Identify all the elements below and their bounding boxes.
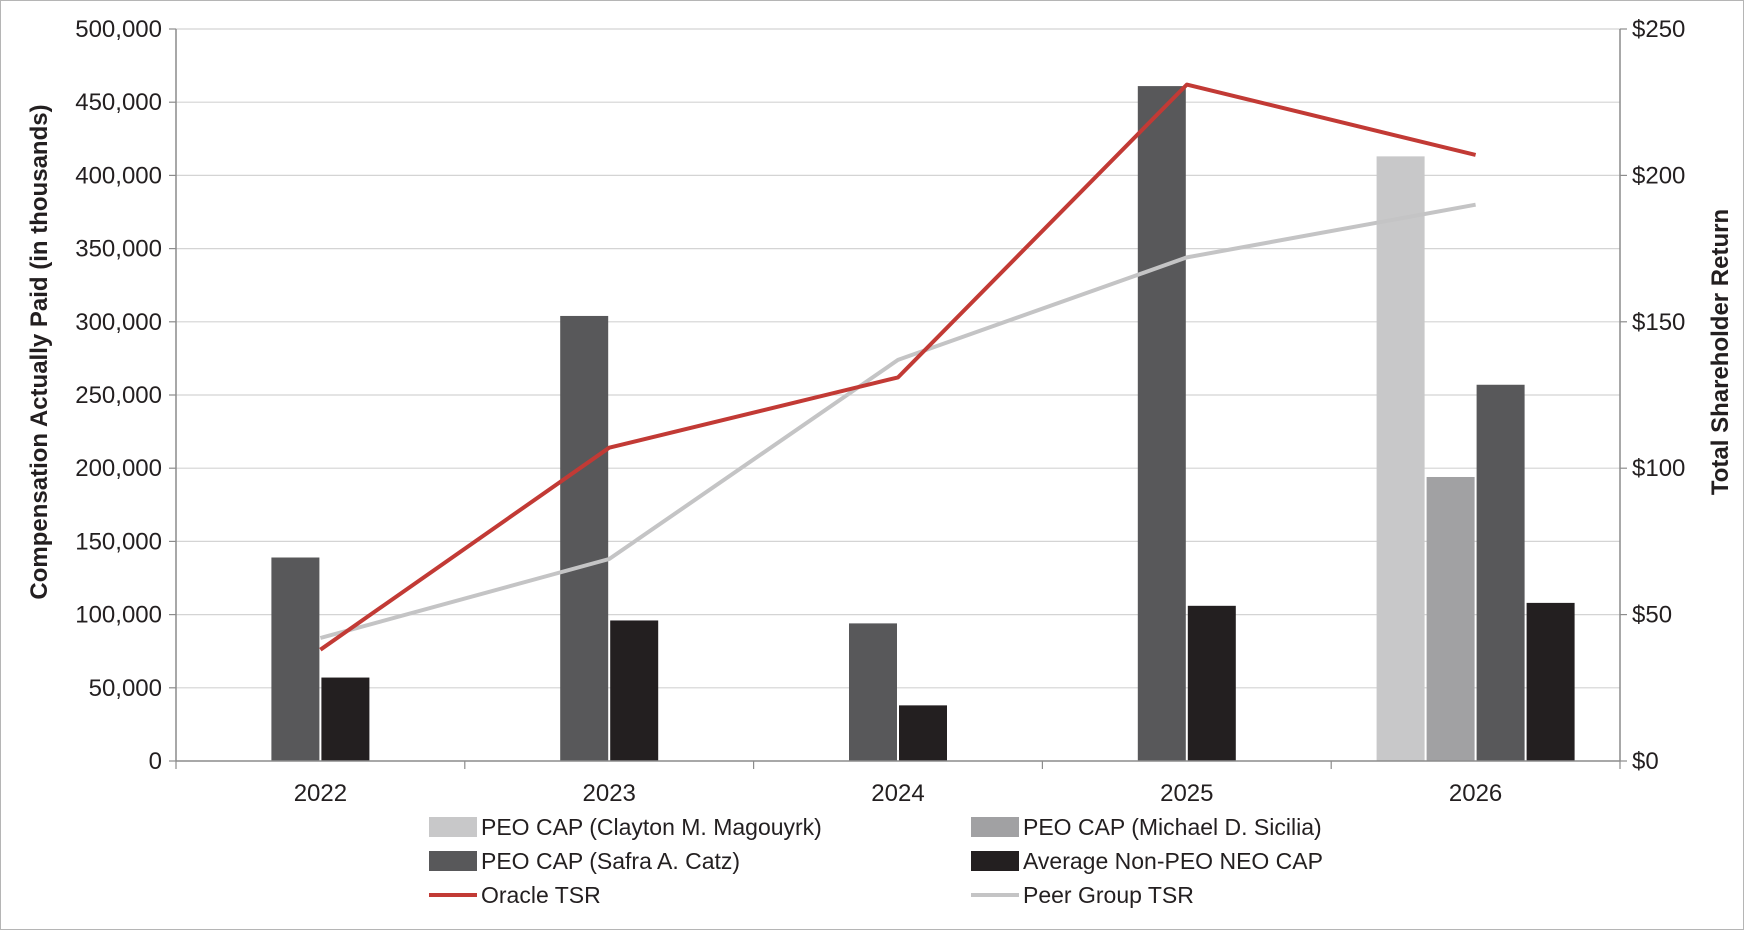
legend-label: PEO CAP (Michael D. Sicilia) [1023, 814, 1322, 840]
legend-label: Average Non-PEO NEO CAP [1023, 848, 1323, 874]
bar [1376, 156, 1425, 762]
left-axis-title: Compensation Actually Paid (in thousands… [26, 104, 53, 599]
bar [610, 620, 659, 761]
bar [1426, 476, 1475, 761]
bar [1187, 605, 1236, 761]
bar-marks [271, 86, 1575, 762]
x-tick-label: 2023 [583, 780, 636, 807]
legend-swatch [971, 817, 1019, 837]
right-tick-label: $100 [1632, 455, 1685, 482]
series-line [319, 202, 1476, 640]
legend-swatch [971, 851, 1019, 871]
right-axis-ticks: $0 $50 $100 $150 $200 $250 [1632, 16, 1685, 775]
bar [1526, 602, 1575, 761]
legend-label: PEO CAP (Clayton M. Magouyrk) [481, 814, 822, 840]
bar [560, 315, 609, 761]
gridlines [176, 28, 1620, 689]
left-tick-label: 0 [149, 748, 162, 775]
left-tick-label: 500,000 [75, 16, 162, 43]
left-tick-label: 350,000 [75, 236, 162, 263]
left-tick-label: 200,000 [75, 455, 162, 482]
line-marks [319, 82, 1477, 652]
legend-swatch [429, 851, 477, 871]
left-tick-label: 100,000 [75, 602, 162, 629]
left-axis-ticks: 0 50,000 100,000 150,000 200,000 250,000 300,0… [75, 16, 162, 775]
left-tick-label: 250,000 [75, 382, 162, 409]
legend-label: PEO CAP (Safra A. Catz) [481, 848, 740, 874]
x-axis-ticks: 2022 2023 2024 2025 2026 [294, 780, 1503, 807]
legend-label: Oracle TSR [481, 882, 601, 908]
x-tick-label: 2026 [1449, 780, 1502, 807]
legend-label: Peer Group TSR [1023, 882, 1194, 908]
left-tick-label: 150,000 [75, 528, 162, 555]
x-tick-label: 2022 [294, 780, 347, 807]
right-tick-label: $0 [1632, 748, 1659, 775]
left-tick-label: 50,000 [89, 675, 162, 702]
legend: PEO CAP (Clayton M. Magouyrk) PEO CAP (Mi… [429, 814, 1323, 908]
legend-swatch [429, 817, 477, 837]
right-tick-label: $150 [1632, 309, 1685, 336]
right-tick-label: $200 [1632, 162, 1685, 189]
bar [1476, 384, 1525, 761]
bar [1137, 86, 1186, 761]
right-tick-label: $50 [1632, 602, 1672, 629]
left-tick-label: 400,000 [75, 162, 162, 189]
x-tick-label: 2025 [1160, 780, 1213, 807]
right-tick-label: $250 [1632, 16, 1685, 43]
series-line [319, 82, 1477, 652]
bar [271, 557, 320, 761]
right-axis-title: Total Shareholder Return [1707, 209, 1734, 495]
left-tick-label: 300,000 [75, 309, 162, 336]
bar [849, 623, 897, 761]
bar [899, 705, 947, 761]
x-tick-label: 2024 [871, 780, 924, 807]
bar [321, 677, 370, 761]
left-tick-label: 450,000 [75, 89, 162, 116]
axes [169, 28, 1627, 769]
